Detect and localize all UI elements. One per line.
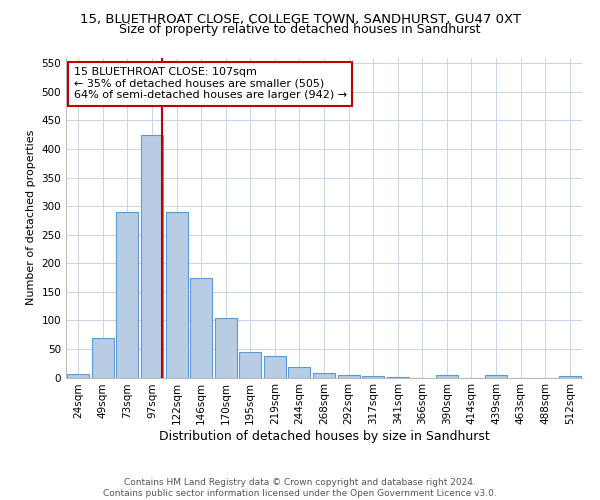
X-axis label: Distribution of detached houses by size in Sandhurst: Distribution of detached houses by size …	[158, 430, 490, 443]
Bar	[386, 377, 409, 378]
Bar	[141, 134, 163, 378]
Bar	[436, 374, 458, 378]
Bar	[485, 375, 507, 378]
Bar	[67, 374, 89, 378]
Bar	[215, 318, 237, 378]
Bar	[190, 278, 212, 378]
Bar	[338, 375, 359, 378]
Bar	[313, 373, 335, 378]
Text: 15, BLUETHROAT CLOSE, COLLEGE TOWN, SANDHURST, GU47 0XT: 15, BLUETHROAT CLOSE, COLLEGE TOWN, SAND…	[79, 12, 521, 26]
Bar	[92, 338, 114, 378]
Bar	[289, 367, 310, 378]
Bar	[166, 212, 188, 378]
Bar	[239, 352, 262, 378]
Bar	[559, 376, 581, 378]
Bar	[116, 212, 139, 378]
Bar	[264, 356, 286, 378]
Y-axis label: Number of detached properties: Number of detached properties	[26, 130, 36, 305]
Bar	[362, 376, 384, 378]
Text: Contains HM Land Registry data © Crown copyright and database right 2024.
Contai: Contains HM Land Registry data © Crown c…	[103, 478, 497, 498]
Text: Size of property relative to detached houses in Sandhurst: Size of property relative to detached ho…	[119, 22, 481, 36]
Text: 15 BLUETHROAT CLOSE: 107sqm
← 35% of detached houses are smaller (505)
64% of se: 15 BLUETHROAT CLOSE: 107sqm ← 35% of det…	[74, 67, 347, 100]
